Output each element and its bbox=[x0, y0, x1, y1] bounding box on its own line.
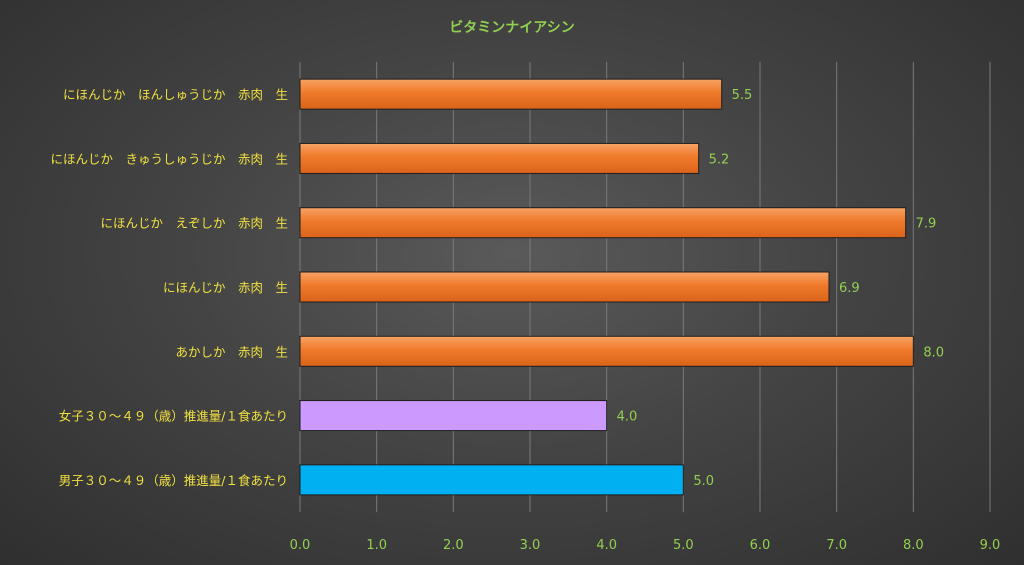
data-label: 8.0 bbox=[923, 345, 944, 360]
bar bbox=[299, 142, 700, 174]
bar bbox=[299, 207, 907, 239]
data-label: 4.0 bbox=[617, 410, 638, 425]
bar bbox=[299, 78, 723, 110]
bar bbox=[299, 464, 684, 496]
x-axis-tick-labels: 0.0 1.0 2.0 3.0 4.0 5.0 6.0 7.0 8.0 9.0 bbox=[290, 538, 1001, 553]
x-tick-label: 2.0 bbox=[443, 538, 464, 553]
x-tick-label: 9.0 bbox=[980, 538, 1001, 553]
category-label: 男子３０～４９（歳）推進量/１食あたり bbox=[59, 473, 288, 488]
category-label: にほんじか えぞしか 赤肉 生 bbox=[100, 216, 288, 231]
chart-title: ビタミンナイアシン bbox=[449, 20, 574, 36]
x-tick-label: 8.0 bbox=[903, 538, 924, 553]
data-label: 5.0 bbox=[693, 474, 714, 489]
data-label: 6.9 bbox=[839, 281, 860, 296]
x-tick-label: 7.0 bbox=[826, 538, 847, 553]
data-label: 5.5 bbox=[732, 88, 753, 103]
data-label: 7.9 bbox=[916, 217, 937, 232]
category-label: にほんじか きゅうしゅうじか 赤肉 生 bbox=[50, 151, 288, 166]
x-tick-label: 5.0 bbox=[673, 538, 694, 553]
category-label: にほんじか 赤肉 生 bbox=[163, 280, 288, 295]
data-labels: 5.5 5.2 7.9 6.9 8.0 4.0 5.0 bbox=[617, 88, 944, 489]
x-tick-label: 6.0 bbox=[750, 538, 771, 553]
bars bbox=[299, 78, 914, 496]
category-label: あかしか 赤肉 生 bbox=[175, 344, 288, 359]
x-tick-label: 4.0 bbox=[596, 538, 617, 553]
category-label: 女子３０～４９（歳）推進量/１食あたり bbox=[59, 409, 288, 424]
category-label: にほんじか ほんしゅうじか 赤肉 生 bbox=[63, 87, 288, 102]
x-tick-label: 3.0 bbox=[520, 538, 541, 553]
data-label: 5.2 bbox=[709, 152, 730, 167]
x-tick-label: 1.0 bbox=[366, 538, 387, 553]
bar bbox=[299, 335, 914, 367]
x-tick-label: 0.0 bbox=[290, 538, 311, 553]
bar bbox=[299, 400, 608, 432]
bar bbox=[299, 271, 830, 303]
